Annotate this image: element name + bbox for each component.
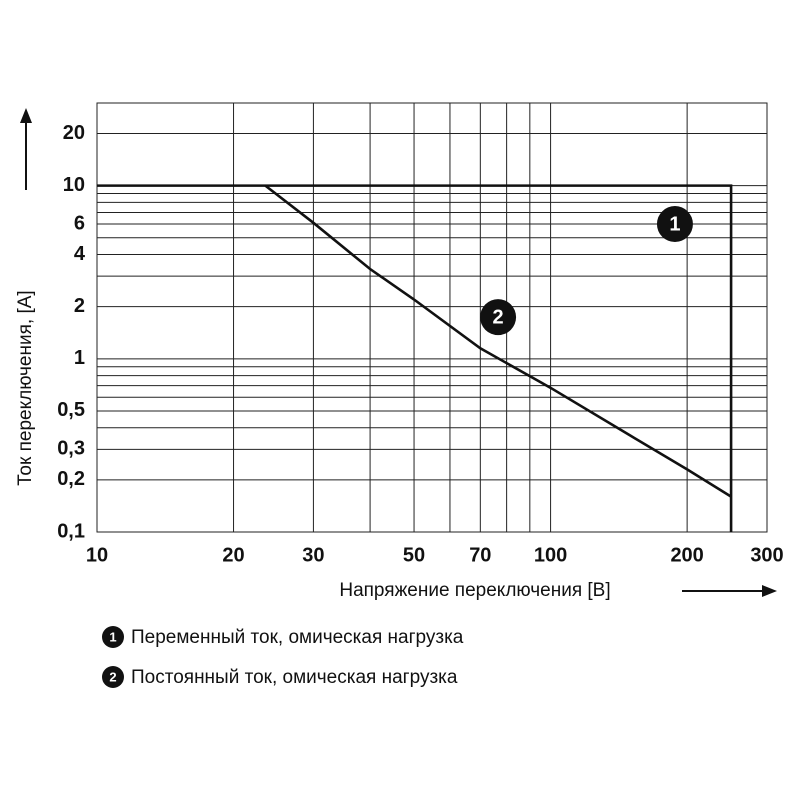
legend-label: Постоянный ток, омическая нагрузка xyxy=(131,667,458,688)
marker-number: 1 xyxy=(669,213,680,235)
marker-badge xyxy=(102,626,124,648)
y-tick-label: 2 xyxy=(74,295,85,317)
y-tick-label: 1 xyxy=(74,347,85,369)
y-tick-label: 10 xyxy=(63,174,85,196)
x-tick-label: 50 xyxy=(403,544,425,566)
plot-frame xyxy=(96,102,768,533)
y-tick-label: 4 xyxy=(74,243,86,265)
x-tick-label: 70 xyxy=(469,544,491,566)
y-tick-label: 0,2 xyxy=(57,468,85,490)
marker-number: 2 xyxy=(493,306,504,328)
y-tick-label: 0,1 xyxy=(57,520,85,542)
marker-badge xyxy=(480,299,517,336)
x-tick-label: 300 xyxy=(750,544,783,566)
series-line xyxy=(97,184,733,532)
y-axis-title: Ток переключения, [A] xyxy=(15,290,36,485)
x-tick-label: 10 xyxy=(86,544,108,566)
legend-label: Переменный ток, омическая нагрузка xyxy=(131,627,464,648)
legend: 1 Переменный ток, омическая нагрузка 2 Пост… xyxy=(102,626,464,688)
x-axis-arrowhead xyxy=(762,585,777,597)
x-tick-label: 20 xyxy=(222,544,244,566)
y-tick-label: 0,5 xyxy=(57,399,85,421)
marker-badge xyxy=(656,206,693,243)
y-tick-label: 20 xyxy=(63,122,85,144)
x-tick-label: 200 xyxy=(670,544,703,566)
series-line xyxy=(264,184,732,498)
y-axis-arrowhead xyxy=(20,108,32,123)
marker-badge xyxy=(102,666,124,688)
y-tick-label: 0,3 xyxy=(57,438,85,460)
x-tick-label: 100 xyxy=(534,544,567,566)
x-axis-title: Напряжение переключения [В] xyxy=(339,580,610,601)
x-tick-label: 30 xyxy=(302,544,324,566)
y-tick-label: 6 xyxy=(74,212,85,234)
marker-number: 2 xyxy=(109,669,116,684)
marker-number: 1 xyxy=(109,629,116,644)
